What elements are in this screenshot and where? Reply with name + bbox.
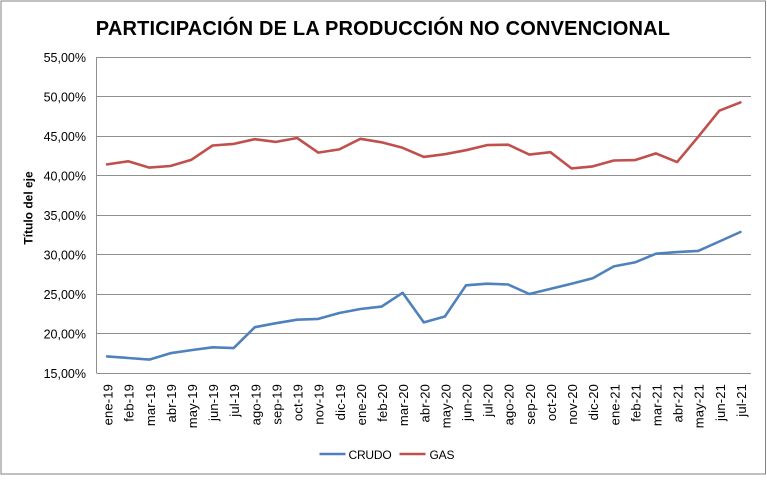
svg-text:jul-19: jul-19 (227, 384, 242, 418)
svg-text:abr-19: abr-19 (164, 384, 179, 422)
svg-text:55,00%: 55,00% (44, 51, 86, 65)
svg-text:CRUDO: CRUDO (349, 448, 392, 462)
svg-text:feb-19: feb-19 (122, 384, 137, 422)
svg-text:50,00%: 50,00% (44, 90, 86, 104)
svg-text:ene-20: ene-20 (354, 384, 369, 425)
svg-text:dic-20: dic-20 (586, 384, 601, 420)
svg-text:jul-20: jul-20 (481, 384, 496, 418)
svg-text:mar-21: mar-21 (650, 384, 665, 426)
svg-text:nov-19: nov-19 (312, 384, 327, 425)
svg-text:abr-21: abr-21 (671, 384, 686, 422)
svg-text:nov-20: nov-20 (565, 384, 580, 425)
svg-text:jun-19: jun-19 (206, 384, 221, 422)
svg-text:abr-20: abr-20 (417, 384, 432, 422)
svg-text:35,00%: 35,00% (44, 209, 86, 223)
svg-text:sep-20: sep-20 (523, 384, 538, 425)
svg-text:jul-21: jul-21 (734, 384, 749, 418)
svg-text:PARTICIPACIÓN DE LA PRODUCCIÓN: PARTICIPACIÓN DE LA PRODUCCIÓN NO CONVEN… (96, 16, 670, 40)
svg-text:40,00%: 40,00% (44, 169, 86, 183)
svg-text:feb-20: feb-20 (375, 384, 390, 422)
svg-text:ago-20: ago-20 (502, 384, 517, 425)
svg-text:ago-19: ago-19 (248, 384, 263, 425)
svg-text:jun-21: jun-21 (713, 384, 728, 422)
svg-text:jun-20: jun-20 (460, 384, 475, 422)
svg-text:may-21: may-21 (692, 384, 707, 428)
svg-text:GAS: GAS (430, 448, 455, 462)
svg-text:feb-21: feb-21 (628, 384, 643, 422)
svg-text:30,00%: 30,00% (44, 248, 86, 262)
svg-text:oct-19: oct-19 (291, 384, 306, 421)
svg-text:mar-20: mar-20 (396, 384, 411, 426)
svg-text:mar-19: mar-19 (143, 384, 158, 426)
svg-text:ene-19: ene-19 (101, 384, 116, 425)
svg-text:25,00%: 25,00% (44, 288, 86, 302)
svg-text:45,00%: 45,00% (44, 130, 86, 144)
svg-text:Título del eje: Título del eje (22, 171, 36, 245)
svg-text:20,00%: 20,00% (44, 327, 86, 341)
svg-text:dic-19: dic-19 (333, 384, 348, 420)
svg-text:oct-20: oct-20 (544, 384, 559, 421)
svg-text:may-19: may-19 (185, 384, 200, 428)
svg-text:ene-21: ene-21 (607, 384, 622, 425)
svg-text:may-20: may-20 (438, 384, 453, 428)
svg-text:15,00%: 15,00% (44, 367, 86, 381)
svg-text:sep-19: sep-19 (270, 384, 285, 425)
